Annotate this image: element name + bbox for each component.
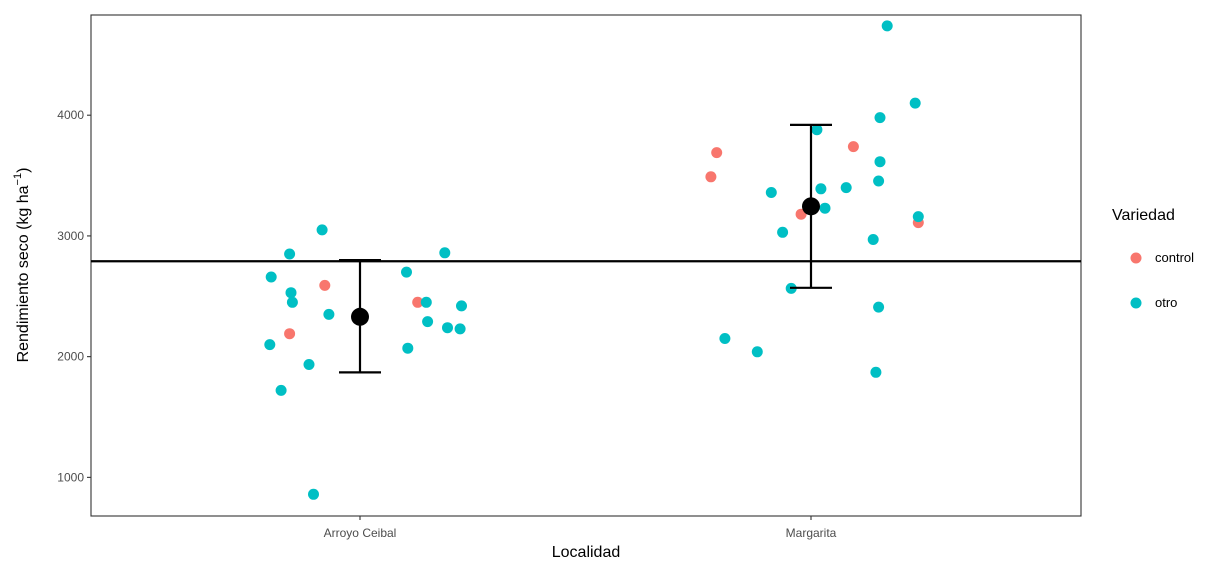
- mean-point-margarita: [802, 197, 820, 216]
- point-otro-18: [881, 20, 893, 32]
- y-axis-title-close: ): [15, 168, 32, 173]
- point-otro-32: [873, 301, 885, 313]
- x-tick-label-margarita: Margarita: [786, 526, 837, 540]
- point-otro-26: [765, 187, 777, 198]
- point-otro-13: [420, 296, 432, 308]
- point-otro-34: [751, 346, 763, 358]
- point-otro-21: [811, 124, 823, 136]
- point-otro-9: [308, 488, 319, 500]
- point-otro-7: [303, 359, 315, 370]
- point-otro-16: [454, 323, 466, 335]
- point-otro-22: [874, 156, 886, 168]
- point-otro-8: [275, 384, 287, 396]
- legend-label-control: control: [1155, 250, 1194, 265]
- point-control-3: [705, 171, 717, 183]
- point-otro-28: [777, 226, 789, 238]
- point-otro-11: [401, 266, 412, 278]
- mean-point-arroyo-ceibal: [351, 307, 369, 326]
- y-axis-title: Rendimiento seco (kg ha−1): [12, 168, 32, 363]
- point-otro-5: [323, 308, 335, 320]
- x-axis-title: Localidad: [552, 544, 621, 561]
- x-axis: Arroyo Ceibal Margarita: [324, 516, 837, 540]
- legend-key-otro: [1130, 297, 1142, 309]
- point-otro-12: [439, 247, 451, 259]
- point-otro-19: [909, 97, 921, 109]
- mean-error-bars: [91, 123, 1081, 374]
- point-control-4: [711, 147, 723, 159]
- point-otro-35: [870, 366, 882, 378]
- point-otro-20: [874, 112, 886, 124]
- point-otro-4: [286, 296, 298, 308]
- point-otro-15: [442, 322, 453, 334]
- point-otro-14: [422, 316, 434, 328]
- point-otro-0: [316, 224, 328, 236]
- point-otro-30: [867, 234, 879, 245]
- legend-key-control: [1130, 252, 1142, 264]
- y-tick-label-2000: 2000: [57, 350, 84, 364]
- plot-panel: [90, 14, 1082, 517]
- data-points: [264, 20, 924, 500]
- legend-title: Variedad: [1112, 207, 1175, 224]
- point-otro-24: [840, 182, 852, 194]
- point-otro-33: [719, 333, 731, 344]
- point-control-1: [284, 328, 296, 340]
- point-otro-2: [265, 271, 277, 283]
- point-otro-27: [819, 202, 831, 214]
- point-otro-10: [402, 342, 414, 354]
- point-otro-6: [264, 339, 276, 351]
- point-otro-25: [815, 183, 827, 195]
- y-tick-label-1000: 1000: [57, 470, 84, 484]
- y-axis-title-exponent: −1: [12, 173, 24, 186]
- y-axis-title-main: Rendimiento seco (kg ha: [15, 185, 32, 362]
- point-control-0: [319, 279, 331, 291]
- point-control-6: [847, 141, 859, 153]
- point-otro-29: [912, 211, 924, 223]
- y-tick-label-4000: 4000: [57, 108, 84, 122]
- legend-label-otro: otro: [1155, 295, 1177, 310]
- y-axis: 1000 2000 3000 4000: [57, 108, 91, 484]
- y-tick-label-3000: 3000: [57, 229, 84, 243]
- point-otro-17: [456, 300, 467, 312]
- point-control-2: [412, 296, 424, 308]
- point-otro-3: [285, 287, 297, 299]
- point-otro-1: [284, 248, 296, 260]
- legend: Variedad control otro: [1112, 207, 1194, 310]
- x-tick-label-arroyo-ceibal: Arroyo Ceibal: [324, 526, 397, 540]
- point-otro-23: [873, 175, 885, 187]
